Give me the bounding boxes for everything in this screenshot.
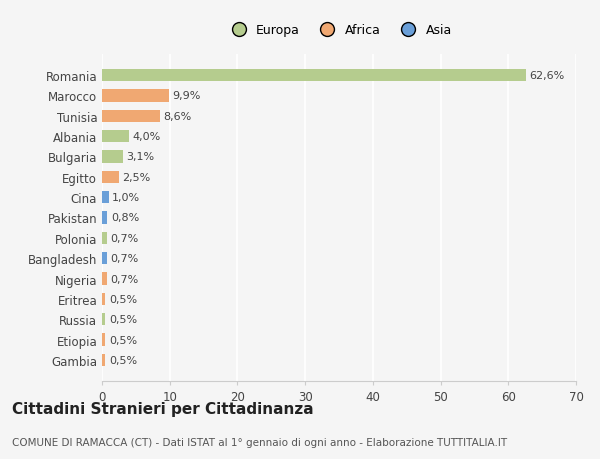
Bar [102, 252, 107, 265]
Legend: Europa, Africa, Asia: Europa, Africa, Asia [221, 19, 457, 42]
Bar [102, 192, 109, 204]
Text: 62,6%: 62,6% [529, 71, 565, 81]
Bar [102, 171, 119, 184]
Text: 0,7%: 0,7% [110, 233, 139, 243]
Text: COMUNE DI RAMACCA (CT) - Dati ISTAT al 1° gennaio di ogni anno - Elaborazione TU: COMUNE DI RAMACCA (CT) - Dati ISTAT al 1… [12, 437, 507, 447]
Text: 8,6%: 8,6% [164, 112, 192, 122]
Bar [102, 273, 107, 285]
Text: 0,5%: 0,5% [109, 314, 137, 325]
Text: Cittadini Stranieri per Cittadinanza: Cittadini Stranieri per Cittadinanza [12, 401, 314, 416]
Text: 0,5%: 0,5% [109, 294, 137, 304]
Bar [102, 293, 106, 305]
Bar [102, 90, 169, 102]
Bar [102, 313, 106, 325]
Bar [102, 232, 107, 244]
Bar [102, 70, 526, 82]
Bar [102, 151, 123, 163]
Bar [102, 334, 106, 346]
Bar [102, 131, 129, 143]
Text: 0,8%: 0,8% [111, 213, 139, 223]
Text: 0,7%: 0,7% [110, 274, 139, 284]
Bar [102, 354, 106, 366]
Text: 3,1%: 3,1% [127, 152, 155, 162]
Bar [102, 212, 107, 224]
Text: 1,0%: 1,0% [112, 193, 140, 203]
Text: 0,7%: 0,7% [110, 254, 139, 263]
Text: 4,0%: 4,0% [133, 132, 161, 142]
Text: 2,5%: 2,5% [122, 173, 151, 182]
Text: 9,9%: 9,9% [172, 91, 201, 101]
Text: 0,5%: 0,5% [109, 335, 137, 345]
Bar [102, 111, 160, 123]
Text: 0,5%: 0,5% [109, 355, 137, 365]
